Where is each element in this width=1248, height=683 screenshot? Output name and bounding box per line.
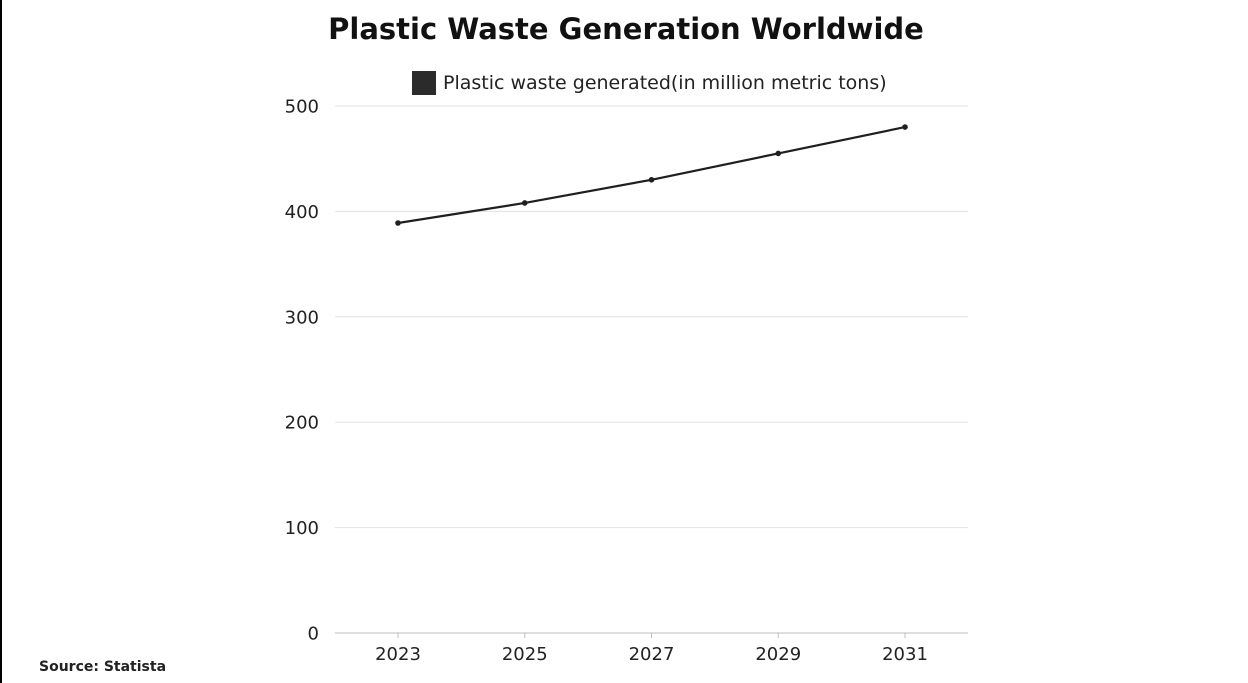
data-point	[775, 150, 782, 157]
chart-title: Plastic Waste Generation Worldwide	[328, 12, 924, 46]
legend-swatch	[412, 71, 436, 95]
source-note: Source: Statista	[39, 659, 167, 675]
data-point	[395, 220, 401, 226]
data-point	[902, 124, 908, 130]
y-tick-label: 400	[285, 202, 319, 223]
legend-label: Plastic waste generated(in million metri…	[443, 72, 887, 94]
y-tick-label: 200	[285, 413, 319, 434]
y-tick-label: 300	[285, 307, 319, 328]
y-tick-label: 500	[285, 97, 319, 118]
series-line	[397, 126, 906, 225]
x-tick-label: 2031	[882, 644, 928, 665]
x-tick-label: 2025	[502, 644, 548, 665]
y-tick-label: 100	[285, 518, 319, 539]
y-tick-label: 0	[308, 624, 319, 645]
x-tick-label: 2027	[629, 644, 675, 665]
data-point	[648, 176, 655, 183]
x-tick-label: 2023	[375, 644, 421, 665]
chart-legend: Plastic waste generated(in million metri…	[412, 69, 887, 97]
data-point	[521, 200, 528, 206]
x-tick-label: 2029	[755, 644, 801, 665]
left-border-line	[0, 0, 2, 683]
